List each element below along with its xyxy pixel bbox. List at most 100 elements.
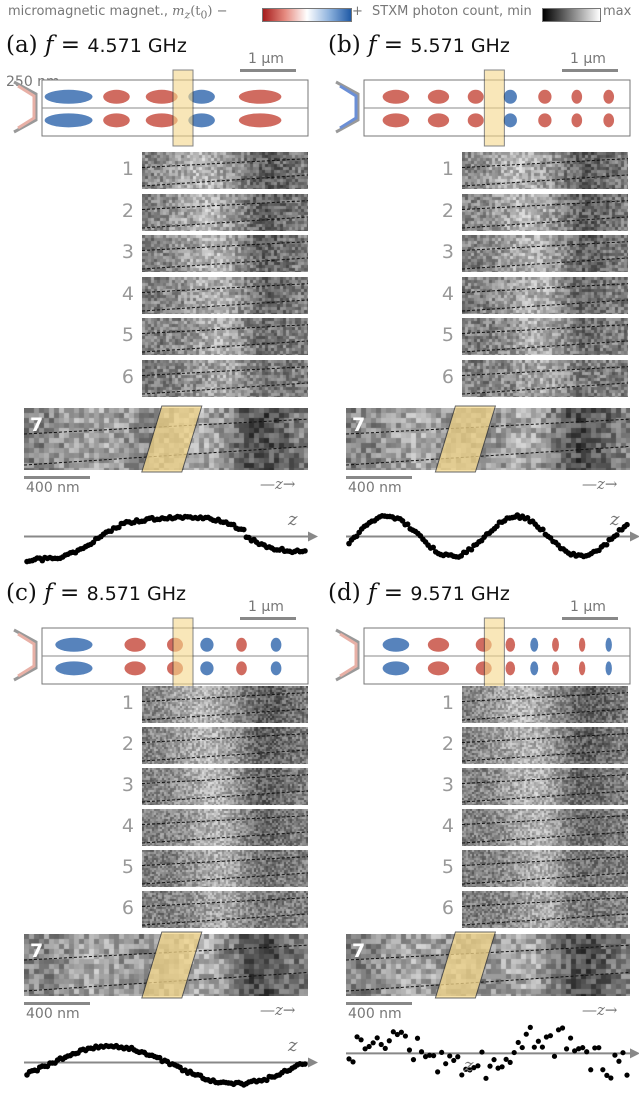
minus-sign: − <box>216 4 228 19</box>
strip-edges <box>141 241 309 270</box>
row-number: 4 <box>121 283 134 305</box>
spin-wave-lobe <box>44 89 93 104</box>
strip-edges <box>141 366 309 395</box>
row-number: 2 <box>121 733 134 755</box>
intensity-profile <box>24 1042 318 1088</box>
dashed-edge-lower <box>141 831 309 844</box>
dashed-edge-lower <box>141 749 309 762</box>
highlight-parallelogram <box>434 405 497 473</box>
dashed-edge-lower <box>141 382 309 395</box>
spin-wave-lobe <box>382 113 410 128</box>
stxm-frame <box>142 152 308 189</box>
intensity-profile <box>346 1024 639 1081</box>
profile-point <box>616 1058 622 1064</box>
frame-number-7: 7 <box>352 940 366 962</box>
highlight-parallelogram <box>141 405 203 473</box>
stxm-frame <box>142 686 308 723</box>
profile-point <box>459 1072 465 1078</box>
row-number: 5 <box>441 856 454 878</box>
highlight-window-large <box>434 931 497 999</box>
row-number: 2 <box>121 200 134 222</box>
strip-edges <box>141 815 309 844</box>
highlight-window-large <box>141 405 203 473</box>
strip-edges <box>461 733 629 762</box>
scale-bar-nm <box>24 476 90 479</box>
profile-point <box>608 1075 614 1081</box>
strip-edges <box>141 324 309 353</box>
z-direction-arrow: —z→ <box>260 475 296 493</box>
scale-bar-um <box>562 69 618 72</box>
highlight-window <box>172 69 194 147</box>
spin-wave-lobe <box>427 661 450 676</box>
dashed-edge-upper <box>461 283 629 294</box>
strip-edges <box>141 774 309 803</box>
dashed-edge-lower <box>141 340 309 353</box>
row-number: 6 <box>441 366 454 388</box>
scale-label-um: 1 μm <box>570 599 606 615</box>
profile-point <box>494 523 500 530</box>
dashed-edge-upper <box>141 283 309 294</box>
dashed-edge-upper <box>461 241 629 252</box>
profile-point <box>398 1029 404 1035</box>
stxm-frame <box>462 727 628 764</box>
spin-wave-lobe <box>200 661 214 676</box>
micromagnetic-map <box>13 617 309 695</box>
dashed-edge-lower <box>141 913 309 926</box>
stxm-frame <box>142 768 308 805</box>
profile-point <box>588 1067 594 1073</box>
z-axis-label: z <box>288 1034 298 1056</box>
profile-point <box>390 1029 396 1035</box>
dashed-edge-upper <box>141 897 309 908</box>
dashed-edge-lower <box>345 445 631 466</box>
panel-tag: (b) <box>328 32 368 58</box>
strip-edges <box>461 774 629 803</box>
dashed-edge-upper <box>461 324 629 335</box>
profile-point <box>527 1024 533 1030</box>
profile-point <box>604 1072 610 1078</box>
profile-point <box>443 1061 449 1067</box>
spin-wave-lobe <box>603 89 615 104</box>
profile-point <box>547 1033 554 1039</box>
t-sub: 0 <box>200 8 208 22</box>
z-sub: z <box>184 8 191 22</box>
profile-point <box>600 1067 606 1073</box>
strip-edges <box>461 324 629 353</box>
profile-point <box>535 1038 541 1044</box>
z-direction-arrow: —z→ <box>260 1001 296 1019</box>
profile-point <box>302 548 308 554</box>
strip-edges <box>461 692 629 721</box>
z-direction-arrow: —z→ <box>582 1001 618 1019</box>
row-number: 3 <box>121 241 134 263</box>
scale-bar-um <box>240 69 296 72</box>
frequency-value: 5.571 GHz <box>410 35 510 57</box>
stxm-frame <box>142 891 308 928</box>
spin-wave-lobe <box>467 89 484 104</box>
profile-point <box>495 1065 501 1071</box>
stxm-frame <box>142 318 308 355</box>
profile-point <box>422 1054 429 1060</box>
dashed-edge-upper <box>141 241 309 252</box>
stxm-frame <box>462 360 628 397</box>
dashed-edge-lower <box>141 257 309 270</box>
dashed-edge-lower <box>141 299 309 312</box>
highlight-window <box>483 69 505 147</box>
z-axis-label: z <box>610 508 620 530</box>
dashed-edge-lower <box>461 340 629 353</box>
dashed-edge-lower <box>461 174 629 187</box>
profile-point <box>402 1033 409 1039</box>
antenna-outline <box>335 628 360 682</box>
profile-point <box>406 1047 413 1053</box>
spin-wave-lobe <box>571 89 583 104</box>
scale-label-um: 1 μm <box>248 51 284 67</box>
profile-point <box>455 1054 461 1060</box>
dashed-edge-lower <box>461 913 629 926</box>
dashed-edge-lower <box>345 971 631 992</box>
micromagnetic-map <box>335 69 631 147</box>
equals-sign: = <box>52 580 87 606</box>
spin-wave-lobe <box>503 89 517 104</box>
profile-point <box>503 1056 509 1062</box>
spin-wave-lobe <box>427 637 450 652</box>
profile-point <box>451 1057 457 1064</box>
profile-point <box>362 1046 368 1052</box>
antenna-inner <box>339 632 358 678</box>
